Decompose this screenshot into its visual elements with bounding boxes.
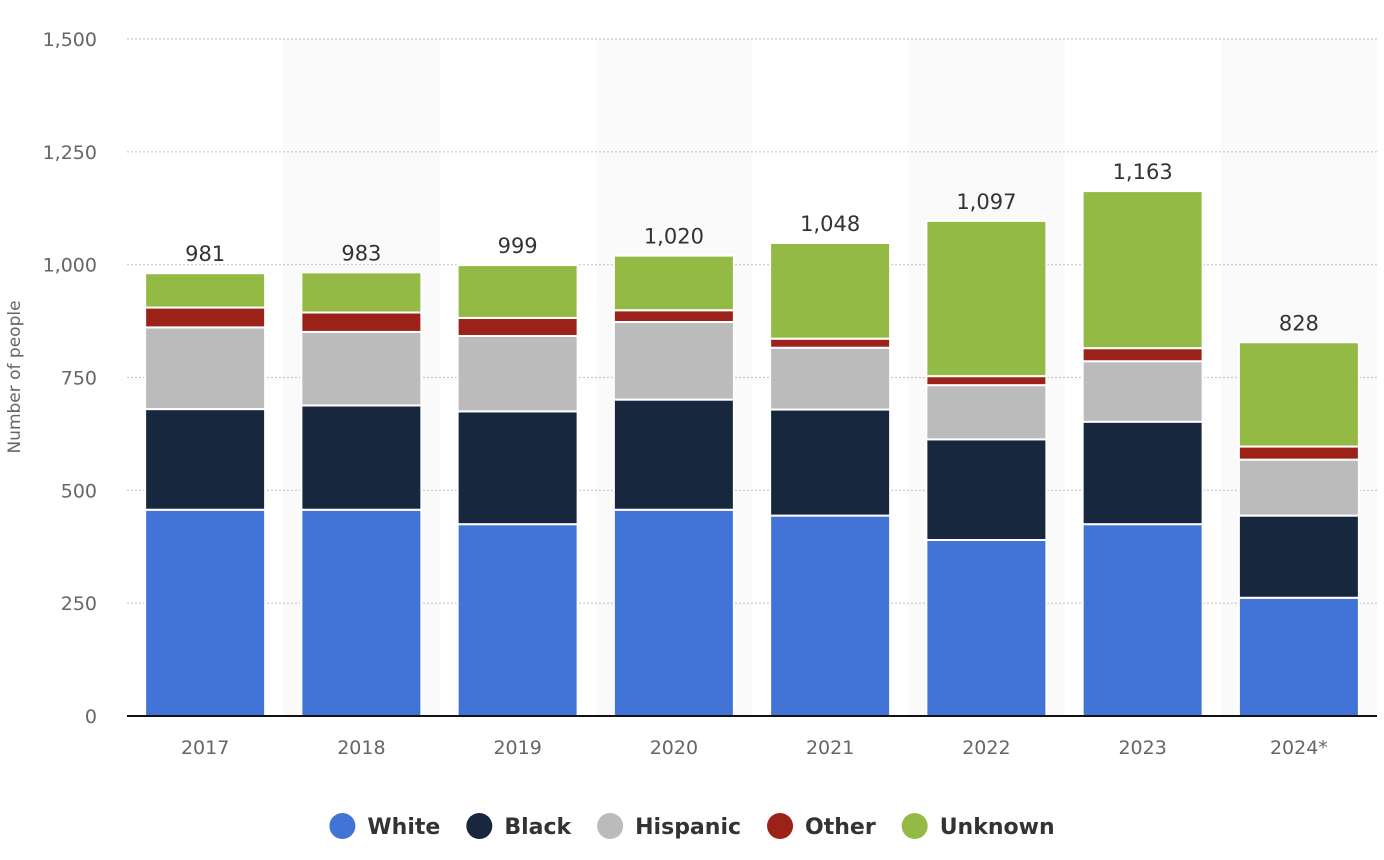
- y-axis-title: Number of people: [5, 300, 25, 453]
- x-tick-label: 2023: [1118, 737, 1166, 759]
- legend-item-hispanic[interactable]: Hispanic: [597, 813, 741, 840]
- bar-segment-black[interactable]: [1237, 514, 1360, 599]
- total-label: 1,097: [956, 190, 1016, 214]
- legend-item-unknown[interactable]: Unknown: [901, 813, 1055, 840]
- bar-segment-unknown[interactable]: [612, 254, 735, 312]
- legend-swatch: [466, 813, 493, 839]
- bar-stack: [1081, 190, 1204, 718]
- legend-label: Unknown: [940, 815, 1055, 840]
- total-label: 999: [498, 234, 538, 258]
- x-tick-label: 2017: [181, 737, 229, 759]
- y-tick-label: 1,250: [43, 142, 97, 164]
- bar-segment-hispanic[interactable]: [144, 326, 267, 411]
- x-tick-label: 2019: [493, 737, 541, 759]
- bar-segment-black[interactable]: [1081, 420, 1204, 526]
- bar-segment-white[interactable]: [769, 514, 892, 717]
- bar-segment-unknown[interactable]: [925, 219, 1048, 378]
- bar-segment-white[interactable]: [144, 508, 267, 717]
- x-tick-label: 2024*: [1270, 737, 1328, 759]
- bar-segment-hispanic[interactable]: [300, 330, 423, 407]
- bar-segment-other[interactable]: [612, 309, 735, 323]
- bar-segment-white[interactable]: [300, 508, 423, 717]
- bar-segment-black[interactable]: [300, 404, 423, 511]
- legend-swatch: [767, 813, 794, 839]
- bar-segment-hispanic[interactable]: [769, 346, 892, 411]
- bar-segment-black[interactable]: [925, 438, 1048, 541]
- bar-segment-other[interactable]: [925, 375, 1048, 387]
- bar-segment-white[interactable]: [612, 508, 735, 717]
- bar-stack: [456, 264, 579, 718]
- legend-item-other[interactable]: Other: [767, 813, 876, 840]
- legend-label: Black: [504, 815, 572, 840]
- bar-segment-other[interactable]: [1081, 347, 1204, 363]
- bar-stack: [144, 272, 267, 717]
- bar-segment-white[interactable]: [456, 523, 579, 718]
- x-tick-label: 2020: [650, 737, 698, 759]
- bar-segment-other[interactable]: [144, 306, 267, 329]
- bar-segment-black[interactable]: [612, 398, 735, 511]
- bar-segment-hispanic[interactable]: [612, 320, 735, 401]
- bar-segment-unknown[interactable]: [1081, 190, 1204, 350]
- y-tick-label: 0: [85, 706, 97, 728]
- y-tick-label: 500: [61, 480, 97, 502]
- bar-segment-hispanic[interactable]: [1237, 458, 1360, 517]
- bar-segment-other[interactable]: [456, 316, 579, 337]
- bar-segment-unknown[interactable]: [300, 271, 423, 314]
- y-tick-label: 250: [61, 593, 97, 615]
- bar-stack: [1237, 341, 1360, 718]
- total-labels: 981 983 999 1,020 1,048 1,097 1,163 828: [185, 160, 1319, 335]
- x-tick-label: 2021: [806, 737, 854, 759]
- x-tick-label: 2022: [962, 737, 1010, 759]
- legend-item-black[interactable]: Black: [466, 813, 573, 840]
- bar-segment-other[interactable]: [1237, 445, 1360, 461]
- bar-segment-unknown[interactable]: [1237, 341, 1360, 448]
- y-tick-label: 1,500: [43, 29, 97, 51]
- legend-label: White: [367, 815, 440, 840]
- legend-label: Hispanic: [635, 815, 741, 840]
- bar-stack: [769, 242, 892, 717]
- total-label: 983: [341, 241, 381, 265]
- x-tick-label: 2018: [337, 737, 385, 759]
- legend-swatch: [901, 813, 928, 839]
- bar-segment-unknown[interactable]: [144, 272, 267, 309]
- total-label: 1,020: [644, 225, 704, 249]
- bar-stack: [925, 219, 1048, 717]
- bars: [144, 190, 1360, 718]
- bar-segment-black[interactable]: [769, 408, 892, 517]
- bar-segment-hispanic[interactable]: [456, 334, 579, 413]
- bar-segment-hispanic[interactable]: [1081, 360, 1204, 423]
- bar-segment-white[interactable]: [1237, 596, 1360, 718]
- total-label: 828: [1279, 311, 1319, 335]
- bar-segment-black[interactable]: [456, 410, 579, 526]
- bar-segment-other[interactable]: [300, 311, 423, 333]
- x-axis-ticks: 2017 2018 2019 2020 2021 2022 2023 2024*: [181, 737, 1328, 759]
- total-label: 1,163: [1113, 160, 1173, 184]
- bar-segment-hispanic[interactable]: [925, 384, 1048, 441]
- bar-segment-white[interactable]: [925, 538, 1048, 717]
- y-tick-label: 1,000: [43, 255, 97, 277]
- legend-swatch: [329, 813, 356, 839]
- legend-item-white[interactable]: White: [329, 813, 440, 840]
- y-tick-label: 750: [61, 368, 97, 390]
- bar-stack: [612, 254, 735, 717]
- bar-segment-white[interactable]: [1081, 523, 1204, 718]
- bar-segment-unknown[interactable]: [769, 242, 892, 340]
- bar-stack: [300, 271, 423, 717]
- legend: White Black Hispanic Other Unknown: [329, 813, 1055, 840]
- total-label: 981: [185, 242, 225, 266]
- total-label: 1,048: [800, 212, 860, 236]
- legend-swatch: [597, 813, 624, 839]
- legend-label: Other: [805, 815, 876, 840]
- bar-segment-black[interactable]: [144, 408, 267, 511]
- bar-segment-unknown[interactable]: [456, 264, 579, 319]
- y-axis-ticks: 0 250 500 750 1,000 1,250 1,500: [43, 29, 97, 728]
- bar-segment-other[interactable]: [769, 337, 892, 349]
